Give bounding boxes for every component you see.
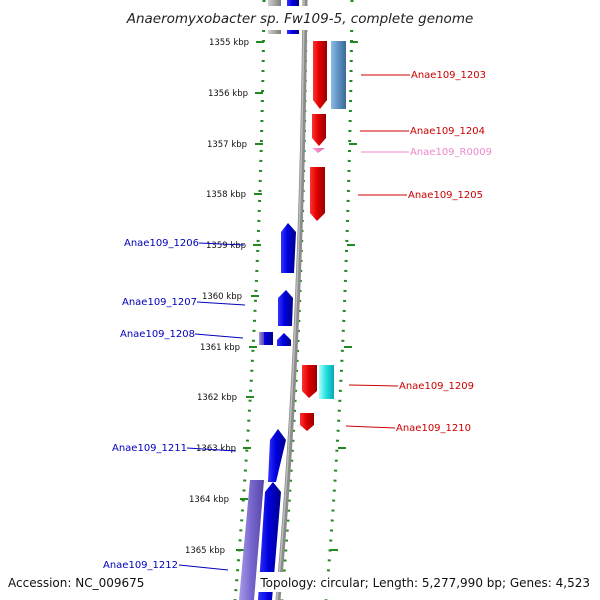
gene-label-anae109-1206[interactable]: Anae109_1206 [124,238,199,249]
tick-label: 1356 kbp [208,89,248,99]
minus-track-guide-left [233,0,266,600]
tick-label: 1358 kbp [206,190,246,200]
gene-label-anae109-1204[interactable]: Anae109_1204 [410,126,485,137]
gene-label-anae109-r0009[interactable]: Anae109_R0009 [410,147,492,158]
feature-block-purple [239,480,264,600]
gene-labels: Anae109_1203 Anae109_1204 Anae109_R0009 … [103,70,492,571]
kbp-tick-labels: 1355 kbp 1356 kbp 1357 kbp 1358 kbp 1359… [185,38,249,556]
feature-block-purple [259,332,264,345]
label-connectors [178,74,410,571]
accession-text: Accession: NC_009675 [8,576,144,590]
gene-label-anae109-1210[interactable]: Anae109_1210 [396,423,471,434]
topology-text: Topology: circular; Length: 5,277,990 bp… [259,576,590,590]
kbp-ticks [236,41,358,551]
title-backdrop [118,6,482,30]
gene-arrow-anae109-1210[interactable] [300,413,314,431]
plus-strand-genes [300,41,346,431]
gene-arrow-anae109-1211[interactable] [268,429,286,482]
gene-arrow-anae109-1203[interactable] [313,41,327,109]
tick-label: 1357 kbp [207,140,247,150]
map-title: Anaeromyxobacter sp. Fw109-5, complete g… [126,11,474,27]
gene-arrow-anae109-1204[interactable] [312,114,326,146]
plus-track-guide-right [324,0,354,600]
gene-label-anae109-1212[interactable]: Anae109_1212 [103,560,178,571]
gene-arrow-anae109-1212[interactable] [258,482,281,600]
gene-arrow-anae109-r0009[interactable] [312,148,325,153]
tick-label: 1361 kbp [200,343,240,353]
tick-label: 1364 kbp [189,495,229,505]
gene-label-anae109-1211[interactable]: Anae109_1211 [112,443,187,454]
gene-arrow-anae109-1208[interactable] [277,333,291,346]
gene-arrow-anae109-1207[interactable] [278,290,293,326]
tick-label: 1360 kbp [202,292,242,302]
feature-block-cyan [319,365,334,399]
tick-label: 1363 kbp [196,444,236,454]
tick-label: 1365 kbp [185,546,225,556]
genome-backbone-highlight [276,0,305,600]
tick-label: 1355 kbp [209,38,249,48]
footer-accession-backdrop [4,572,152,592]
feature-block-steel [331,41,346,109]
tick-label: 1359 kbp [206,241,246,251]
gene-label-anae109-1209[interactable]: Anae109_1209 [399,381,474,392]
gene-arrow-anae109-1206[interactable] [281,223,296,273]
genome-backbone [275,0,308,600]
footer-topology-backdrop [258,572,596,592]
gene-label-anae109-1203[interactable]: Anae109_1203 [411,70,486,81]
minus-strand-genes [239,223,296,600]
gene-label-anae109-1207[interactable]: Anae109_1207 [122,297,197,308]
tick-label: 1362 kbp [197,393,237,403]
gene-arrow-anae109-1205[interactable] [310,167,325,221]
gene-label-anae109-1205[interactable]: Anae109_1205 [408,190,483,201]
gene-arrow-anae109-1209[interactable] [302,365,317,398]
gene-label-anae109-1208[interactable]: Anae109_1208 [120,329,195,340]
